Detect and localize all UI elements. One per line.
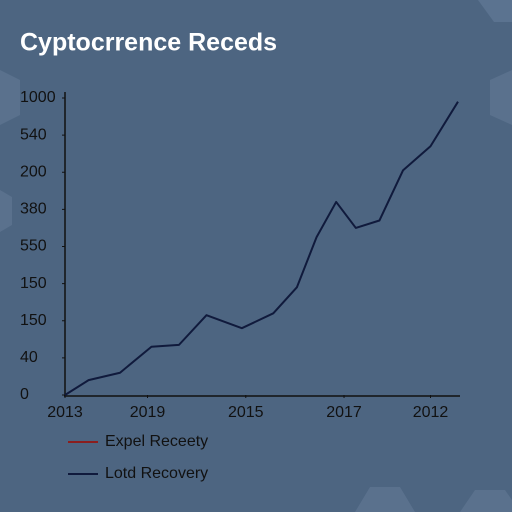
hexagon [478, 0, 512, 22]
x-tick-label: 2013 [47, 404, 83, 421]
legend-label: Expel Receety [105, 433, 208, 450]
x-tick-label: 2012 [413, 404, 449, 421]
chart-title: Cyptocrrence Receds [20, 29, 277, 57]
hexagon [0, 190, 12, 232]
x-tick-label: 2019 [130, 404, 166, 421]
y-tick-label: 380 [20, 201, 47, 218]
data-line [64, 101, 459, 396]
y-tick-label: 550 [20, 238, 47, 255]
y-tick-label: 150 [20, 275, 47, 292]
hexagon [0, 70, 20, 125]
y-tick-label: 0 [20, 386, 29, 403]
y-tick-label: 1000 [20, 89, 56, 106]
y-tick-label: 540 [20, 126, 47, 143]
x-tick-label: 2015 [228, 404, 264, 421]
legend-label: Lotd Recovery [105, 465, 208, 482]
hexagon [490, 70, 512, 125]
hexagon [460, 490, 512, 512]
y-tick-label: 200 [20, 163, 47, 180]
hexagon [355, 487, 415, 512]
y-tick-label: 40 [20, 349, 38, 366]
x-tick-label: 2017 [326, 404, 362, 421]
y-tick-label: 150 [20, 312, 47, 329]
